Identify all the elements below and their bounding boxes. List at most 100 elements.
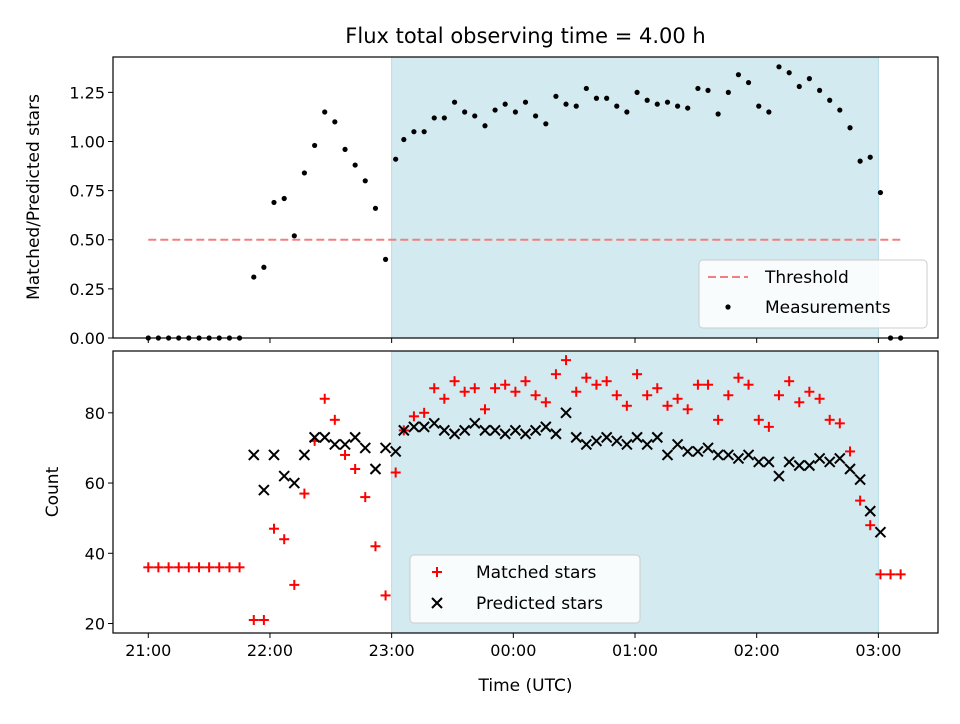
matched-star-point: [834, 418, 845, 429]
measurement-point: [342, 146, 348, 152]
matched-star-point: [469, 383, 480, 394]
top-y-tick-label: 0.50: [69, 231, 105, 250]
matched-star-point: [439, 393, 450, 404]
measurement-point: [472, 113, 478, 119]
predicted-star-point: [834, 452, 846, 465]
matched-star-point: [601, 376, 612, 387]
bottom-panel: 20 40 60 80 21:00 22:00 23:00 00:00 01:00 02:00 0…: [43, 350, 939, 696]
matched-star-point: [794, 397, 805, 408]
x-tick-label: 00:00: [490, 641, 536, 660]
chart-title: Flux total observing time = 4.00 h: [345, 24, 705, 48]
matched-star-point: [733, 372, 744, 383]
top-legend: Threshold Measurements: [698, 259, 928, 329]
matched-star-point: [299, 488, 310, 499]
predicted-star-point: [469, 417, 481, 430]
measurement-point: [563, 101, 569, 107]
measurement-point: [847, 125, 853, 131]
predicted-star-point: [570, 431, 582, 444]
predicted-star-point: [813, 452, 826, 465]
measurement-point: [857, 158, 863, 164]
matched-star-point: [561, 355, 572, 366]
measurement-point: [451, 99, 458, 105]
measurement-point: [786, 70, 792, 76]
predicted-star-point: [560, 407, 572, 419]
predicted-star-point: [529, 424, 542, 437]
x-axis-label: Time (UTC): [478, 676, 573, 696]
predicted-star-point: [621, 438, 633, 451]
measurement-point: [502, 101, 508, 107]
matched-star-point: [268, 523, 279, 534]
matched-star-point: [824, 414, 835, 425]
bottom-y-tick-label: 20: [85, 615, 105, 634]
measurement-point: [401, 136, 407, 143]
top-y-tick-label: 1.25: [69, 83, 105, 102]
bottom-axes-frame: [112, 350, 939, 634]
measurement-point: [745, 79, 752, 86]
matched-star-point: [204, 562, 215, 573]
matched-star-point: [550, 369, 561, 380]
matched-star-point: [845, 446, 856, 457]
top-panel: 0.00 0.25 0.50 0.75 1.00 1.25 Flux total obse…: [24, 24, 939, 348]
matched-star-point: [703, 379, 714, 390]
predicted-star-point: [783, 456, 795, 468]
measurement-point: [522, 99, 529, 105]
matched-star-point: [591, 379, 602, 390]
measurement-point: [281, 195, 287, 202]
matched-star-point: [621, 400, 632, 411]
measurement-point: [301, 170, 308, 176]
measurement-point: [766, 109, 772, 115]
predicted-star-point: [329, 438, 341, 451]
x-tick-label: 02:00: [734, 641, 780, 660]
matched-star-point: [743, 379, 754, 390]
legend-measurements-label: Measurements: [765, 298, 891, 318]
matched-star-point: [530, 390, 541, 401]
predicted-star-point: [319, 431, 331, 444]
measurement-point: [261, 264, 267, 270]
measurement-point: [644, 97, 650, 103]
matched-star-point: [682, 404, 693, 415]
matched-star-point: [390, 467, 401, 478]
matched-star-point: [429, 383, 440, 394]
measurement-point: [312, 142, 318, 149]
matched-star-point: [723, 390, 734, 401]
predicted-star-point: [298, 449, 311, 461]
measurement-point: [675, 103, 681, 109]
predicted-star-point: [428, 417, 440, 430]
matched-star-point: [611, 390, 622, 401]
matched-star-point: [500, 379, 511, 390]
matched-star-point: [865, 520, 876, 531]
matched-star-point: [885, 569, 896, 580]
predicted-star-point: [550, 428, 562, 440]
predicted-star-point: [479, 424, 491, 437]
matched-star-point: [763, 421, 774, 432]
predicted-star-point: [308, 431, 321, 444]
predicted-star-point: [278, 470, 290, 482]
measurement-point: [654, 101, 660, 107]
predicted-star-point: [823, 456, 836, 468]
measurement-point: [867, 154, 873, 160]
predicted-star-point: [268, 449, 280, 461]
measurement-point: [817, 87, 823, 94]
bottom-y-tick-label: 60: [85, 474, 105, 493]
predicted-star-point: [803, 459, 816, 472]
measurement-point: [492, 107, 498, 113]
matched-star-point: [632, 369, 643, 380]
matched-star-point: [289, 579, 300, 590]
measurement-point: [583, 85, 589, 92]
matched-star-point: [662, 400, 673, 411]
predicted-star-point: [369, 463, 382, 475]
predicted-star-point: [732, 452, 745, 465]
predicted-star-point: [580, 438, 593, 451]
matched-star-point: [370, 541, 381, 552]
matched-star-point: [855, 495, 866, 506]
predicted-star-point: [753, 456, 765, 468]
predicted-star-point: [712, 449, 724, 461]
predicted-star-point: [248, 449, 260, 461]
matched-star-point: [692, 379, 703, 390]
measurement-point: [756, 103, 762, 109]
measurement-point: [462, 109, 468, 115]
measurement-point: [705, 87, 711, 94]
matched-star-point: [753, 414, 764, 425]
measurement-point: [685, 105, 691, 111]
